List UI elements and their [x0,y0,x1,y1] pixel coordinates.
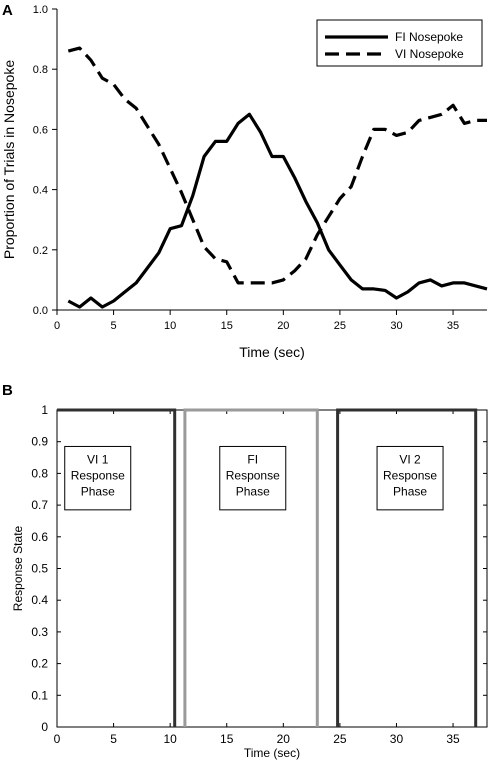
y-tick-label: 0.4 [33,185,48,197]
y-tick-label: 0 [41,720,48,734]
panel-label-a: A [2,2,13,19]
fi-response-line [183,408,319,727]
x-axis-title: Time (sec) [239,344,305,360]
phase-box-text: FI [247,452,258,466]
x-tick-label: 20 [277,320,289,332]
phase-box-text: VI 2 [399,452,421,466]
x-tick-label: 10 [163,732,177,746]
y-tick-label: 0.0 [33,305,48,317]
vi1-phase-box: VI 1 Response Phase [64,445,132,511]
x-tick-label: 10 [164,320,176,332]
x-tick-label: 30 [390,320,402,332]
phase-box-text: Response [226,468,280,482]
vi2-phase-box: VI 2 Response Phase [376,445,444,511]
phase-box-text: Response [383,468,437,482]
y-axis-title: Response State [11,525,25,611]
x-tick-label: 30 [390,732,404,746]
fi-phase-box: FI Response Phase [219,445,287,511]
phase-box-frame [376,445,444,511]
y-tick-label: 0.5 [31,562,48,576]
legend-box [316,19,483,67]
fi-nosepoke-line [67,112,488,309]
y-axis-title: Proportion of Trials in Nosepoke [1,60,17,259]
y-tick-label: 1.0 [33,4,48,16]
vi2-response-line [336,408,478,727]
legend: FI Nosepoke VI Nosepoke [316,19,483,67]
phase-box-text: VI 1 [87,452,109,466]
phase-box-text: Phase [393,484,427,498]
x-tick-label: 20 [277,732,291,746]
x-tick-label: 0 [54,732,61,746]
nosepoke-proportion-chart: A 0.0 0.2 0.4 0.6 0.8 1.0 0 5 10 15 20 25 30 35 Time (s… [1,2,488,360]
legend-label-vi: VI Nosepoke [395,47,464,61]
phase-box-text: Phase [81,484,115,498]
y-tick-label: 0.3 [31,625,48,639]
vi1-response-line [57,408,177,727]
legend-label-fi: FI Nosepoke [395,30,463,44]
x-axis-title: Time (sec) [244,746,300,760]
y-tick-label: 0.8 [31,466,48,480]
y-tick-label: 0.7 [31,498,48,512]
x-tick-label: 25 [334,320,346,332]
phase-box-frame [219,445,287,511]
y-tick-label: 0.8 [33,64,48,76]
x-tick-label: 25 [333,732,347,746]
y-tick-label: 1 [41,403,48,417]
x-tick-label: 35 [446,732,460,746]
y-tick-label: 0.1 [31,688,48,702]
y-tick-label: 0.6 [33,124,48,136]
x-tick-label: 15 [221,320,233,332]
vi-nosepoke-line [67,46,487,285]
y-tick-label: 0.4 [31,593,48,607]
x-tick-label: 5 [110,732,117,746]
response-state-chart: B00.10.20.30.40.50.60.70.80.910 5 10 15 20 25… [2,382,488,760]
y-tick-label: 0.2 [33,245,48,257]
phase-box-text: Response [71,468,125,482]
x-tick-label: 0 [54,320,60,332]
phase-box-text: Phase [236,484,270,498]
panel-label-b: B [2,382,13,399]
x-tick-label: 5 [111,320,117,332]
x-tick-label: 35 [447,320,459,332]
y-tick-label: 0.9 [31,435,48,449]
phase-box-frame [64,445,132,511]
x-tick-label: 15 [220,732,234,746]
y-tick-label: 0.6 [31,530,48,544]
y-tick-label: 0.2 [31,657,48,671]
